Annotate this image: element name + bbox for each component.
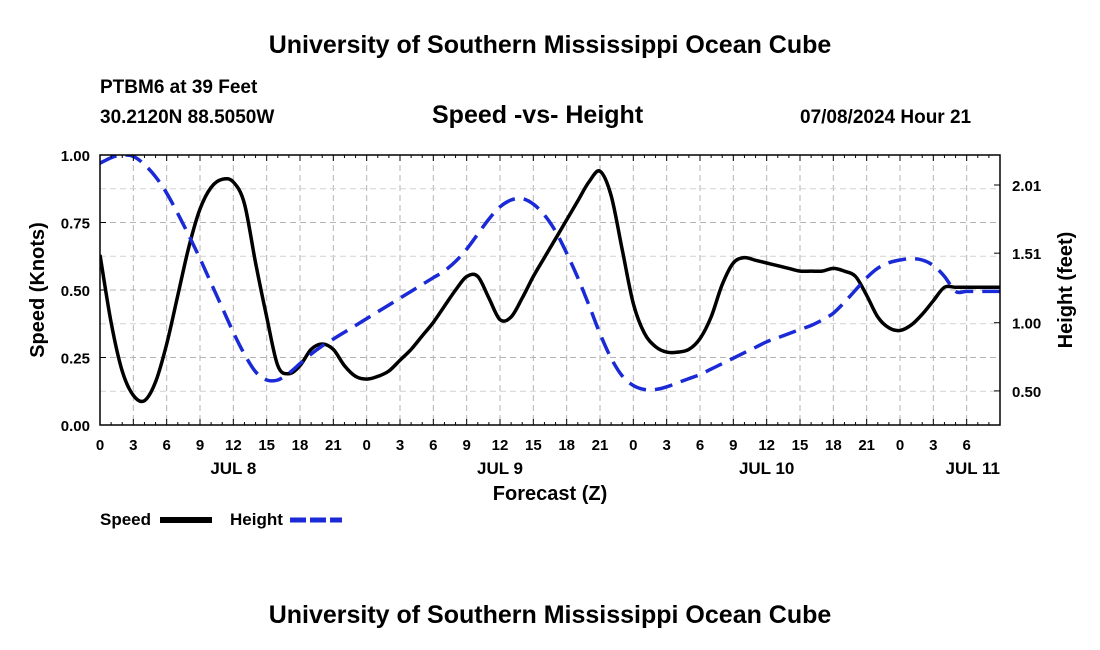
- legend-label-height: Height: [230, 510, 283, 529]
- y-tick-label: 0.50: [61, 283, 90, 300]
- x-tick-label: 0: [629, 437, 637, 454]
- date-label: JUL 9: [477, 459, 523, 478]
- x-tick-label: 12: [225, 437, 242, 454]
- x-tick-label: 12: [758, 437, 775, 454]
- y2-axis-title: Height (feet): [1055, 232, 1077, 349]
- x-tick-label: 0: [362, 437, 370, 454]
- x-tick-label: 18: [558, 437, 575, 454]
- x-tick-label: 3: [929, 437, 937, 454]
- y-axis-title: Speed (Knots): [27, 222, 49, 358]
- series-line-speed: [100, 169, 1000, 404]
- y2-tick-label: 2.01: [1012, 178, 1041, 195]
- x-tick-label: 18: [292, 437, 309, 454]
- x-tick-label: 15: [792, 437, 809, 454]
- x-tick-label: 21: [592, 437, 609, 454]
- x-tick-label: 3: [396, 437, 404, 454]
- x-tick-label: 6: [429, 437, 437, 454]
- chart-title: Speed -vs- Height: [432, 101, 644, 129]
- x-tick-label: 18: [825, 437, 842, 454]
- y-tick-label: 0.75: [61, 216, 90, 233]
- x-tick-label: 0: [96, 437, 104, 454]
- date-label: JUL 11: [945, 459, 1000, 478]
- x-tick-label: 21: [325, 437, 342, 454]
- x-axis-title: Forecast (Z): [493, 483, 607, 505]
- date-label: JUL 10: [739, 459, 794, 478]
- x-tick-label: 0: [896, 437, 904, 454]
- series-line-height: [100, 155, 1000, 392]
- run-time-label: 07/08/2024 Hour 21: [800, 107, 972, 128]
- speed-height-chart: 0.00 0.25 0.50 0.75 1.00 0.50 1.00 1.51 2.01 0 3 6 9…: [27, 148, 1077, 529]
- x-tick-label: 15: [258, 437, 275, 454]
- x-tick-label: 9: [196, 437, 204, 454]
- x-tick-label: 6: [696, 437, 704, 454]
- x-tick-label: 6: [962, 437, 970, 454]
- coordinates-label: 30.2120N 88.5050W: [100, 107, 275, 128]
- legend-label-speed: Speed: [100, 510, 151, 529]
- x-tick-label: 3: [662, 437, 670, 454]
- y2-tick-label: 1.51: [1012, 246, 1041, 263]
- footer-title: University of Southern Mississippi Ocean…: [268, 601, 832, 629]
- x-tick-label: 12: [492, 437, 509, 454]
- x-tick-label: 3: [129, 437, 137, 454]
- page-title: University of Southern Mississippi Ocean…: [268, 31, 832, 59]
- station-label: PTBM6 at 39 Feet: [100, 77, 258, 98]
- y2-tick-label: 0.50: [1012, 384, 1041, 401]
- x-tick-label: 21: [858, 437, 875, 454]
- x-tick-label: 6: [162, 437, 170, 454]
- x-tick-label: 9: [462, 437, 470, 454]
- x-tick-label: 15: [525, 437, 542, 454]
- x-tick-label: 9: [729, 437, 737, 454]
- date-label: JUL 8: [210, 459, 256, 478]
- y-tick-label: 1.00: [61, 148, 90, 165]
- y-tick-label: 0.00: [61, 418, 90, 435]
- y2-tick-label: 1.00: [1012, 316, 1041, 333]
- y-tick-label: 0.25: [61, 351, 90, 368]
